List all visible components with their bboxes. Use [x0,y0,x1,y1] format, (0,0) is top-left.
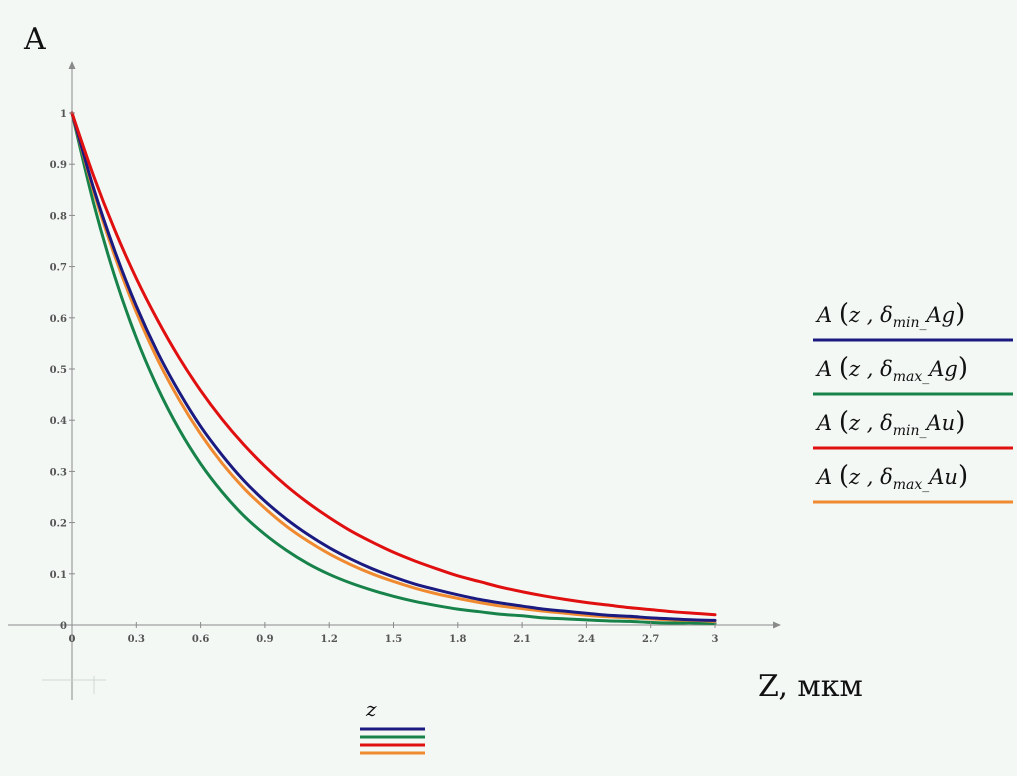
y-tick-label: 0.2 [50,519,67,530]
y-tick-label: 1 [60,109,67,120]
x-axis-title: Z, мкм [758,669,863,704]
x-tick-label: 1.8 [449,634,466,645]
y-tick-label: 0.8 [50,211,67,222]
legend-entry-0: A (z , δmin_Ag) [815,299,965,331]
x-tick-label: 2.1 [513,634,530,645]
series-line-0 [70,111,717,622]
x-tick-label: 2.7 [642,634,659,645]
legend: A (z , δmin_Ag) A (z , δmax_Ag) A (z , δmi… [813,299,1013,504]
y-tick-label: 0.7 [50,263,67,274]
axes [8,61,781,700]
y-tick-label: 0.1 [50,570,67,581]
series-line-2 [70,111,717,617]
legend-entry-3: A (z , δmax_Au) [815,461,968,493]
y-tick-label: 0.6 [50,314,67,325]
series-line-3 [70,111,717,623]
y-tick-label: 0 [60,621,67,632]
y-tick-label: 0.9 [50,160,67,171]
x-axis-arrow-icon [773,621,781,629]
series-lines [70,111,717,625]
legend-entry-1: A (z , δmax_Ag) [815,353,968,385]
y-tick-labels: 0 0.1 0.2 0.3 0.4 0.5 0.6 0.7 0.8 0.9 1 [50,109,75,632]
x-tick-label: 3 [712,634,719,645]
y-tick-label: 0.4 [50,416,67,427]
x-tick-label: 0.6 [192,634,209,645]
x-tick-label: 0.3 [128,634,145,645]
x-variable-swatches [360,727,425,755]
x-variable-label: z [365,697,377,721]
y-tick-label: 0.5 [50,365,67,376]
legend-entry-2: A (z , δmin_Au) [815,407,965,439]
series-line-1 [70,111,717,625]
x-tick-label: 1.5 [385,634,402,645]
x-tick-label: 1.2 [320,634,337,645]
x-tick-label: 0.9 [256,634,273,645]
y-axis-title: A [23,22,46,57]
x-tick-label: 0 [69,634,76,645]
y-axis-arrow-icon [68,61,76,69]
x-tick-label: 2.4 [578,634,595,645]
y-tick-label: 0.3 [50,467,67,478]
x-tick-labels: 0 0.3 0.6 0.9 1.2 1.5 1.8 2.1 2.4 2.7 3 [69,622,719,645]
